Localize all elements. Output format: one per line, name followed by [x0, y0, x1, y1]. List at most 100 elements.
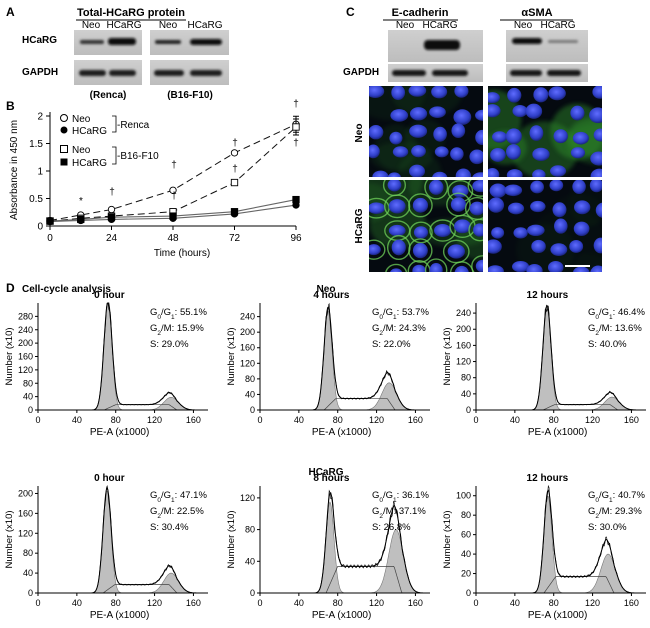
- histogram-time: 0 hour: [94, 290, 125, 301]
- legend-neo-renca: Neo: [72, 114, 91, 125]
- group-label-hcarg: HCaRG: [308, 467, 343, 478]
- nucleus: [533, 87, 549, 103]
- nucleus: [593, 237, 602, 254]
- nucleus: [506, 144, 521, 160]
- data-point: [169, 212, 177, 220]
- membrane-stain: [449, 261, 474, 272]
- lane-neo-renca: Neo: [82, 20, 101, 31]
- nucleus: [433, 223, 452, 238]
- hist-y-tick-label: 160: [18, 508, 33, 518]
- membrane-stain: [424, 180, 449, 200]
- hist-x-tick-label: 40: [72, 598, 82, 608]
- hist-x-label: PE-A (x1000): [312, 427, 371, 438]
- cell-line-renca: (Renca): [90, 90, 127, 101]
- nucleus: [572, 180, 586, 194]
- hist-x-label: PE-A (x1000): [90, 427, 149, 438]
- hist-y-label: Number (x10): [226, 327, 237, 385]
- hist-y-tick-label: 80: [245, 374, 255, 384]
- hist-x-tick-label: 160: [408, 415, 423, 425]
- nucleus: [387, 172, 402, 177]
- hist-y-tick-label: 280: [18, 311, 33, 321]
- nucleus: [530, 180, 544, 194]
- micrograph-field: [369, 86, 483, 177]
- sig-dagger-24h: †: [109, 187, 115, 198]
- nucleus: [570, 147, 586, 159]
- x-tick-label: 0: [47, 233, 53, 244]
- g2m-peak-area: [514, 396, 643, 411]
- stat-s: S: 29.0%: [150, 339, 189, 350]
- nucleus: [592, 86, 602, 99]
- data-point: [230, 178, 239, 187]
- hist-x-tick-label: 80: [333, 415, 343, 425]
- hist-x-tick-label: 80: [111, 415, 121, 425]
- y-tick-label: 0: [37, 222, 43, 233]
- legend-marker-hcarg-renca: [60, 126, 68, 134]
- hist-x-tick-label: 120: [585, 415, 600, 425]
- series-lines: [49, 123, 297, 223]
- nucleus: [527, 224, 545, 237]
- row-label-gapdh: GAPDH: [22, 67, 58, 78]
- series-line-3: [49, 199, 297, 222]
- hist-x-tick-label: 160: [408, 598, 423, 608]
- nucleus: [475, 259, 483, 272]
- nucleus: [454, 86, 469, 98]
- nucleus: [454, 219, 472, 234]
- nucleus: [409, 107, 428, 121]
- hist-x-tick-label: 160: [624, 415, 639, 425]
- lane-c-neo-2: Neo: [514, 20, 533, 31]
- histogram-5: 12 hours 0 40 80 120 160 0 20 40 60 80 100 PE-A (x10…: [442, 473, 646, 621]
- panel-c: C E-cadherin αSMA Neo HCaRG Neo HCaRG GA…: [343, 5, 602, 272]
- panel-d-title: Cell-cycle analysis: [22, 284, 111, 295]
- membrane-stain: [424, 258, 448, 272]
- nucleus: [434, 146, 449, 158]
- nucleus: [390, 109, 409, 122]
- data-point: [169, 186, 177, 194]
- hist-y-label: Number (x10): [4, 510, 15, 568]
- data-point: [77, 215, 85, 224]
- group-label-neo: Neo: [317, 284, 336, 295]
- nucleus: [391, 86, 406, 101]
- nucleus: [573, 221, 590, 236]
- nucleus: [550, 165, 567, 177]
- nucleus: [549, 180, 564, 192]
- membrane-stain: [408, 193, 433, 218]
- nucleus: [454, 265, 469, 272]
- panel-letter-a: A: [6, 5, 15, 19]
- histogram-time: 12 hours: [527, 473, 569, 484]
- y-tick-label: 0.5: [29, 194, 43, 205]
- membrane-stain: [384, 194, 411, 219]
- hist-y-tick-label: 80: [23, 378, 33, 388]
- nucleus: [574, 200, 591, 215]
- total-fit-curve: [76, 302, 205, 411]
- nucleus: [372, 170, 389, 177]
- hist-y-tick-label: 120: [18, 365, 33, 375]
- nucleus: [504, 184, 523, 197]
- raw-histogram-curve: [298, 302, 427, 411]
- nucleus: [553, 129, 568, 144]
- lane-neo-b16: Neo: [159, 20, 178, 31]
- raw-histogram-curve: [514, 305, 643, 411]
- histogram-time: 8 hours: [313, 473, 350, 484]
- nucleus: [412, 242, 428, 259]
- nucleus: [488, 265, 504, 272]
- histogram-time: 0 hour: [94, 473, 125, 484]
- lane-c-hcarg-2: HCaRG: [540, 20, 575, 31]
- panel-letter-d: D: [6, 281, 15, 295]
- hist-y-tick-label: 120: [456, 357, 471, 367]
- lane-hcarg-b16: HCaRG: [187, 20, 222, 31]
- nucleus: [455, 168, 472, 177]
- hist-y-tick-label: 240: [456, 308, 471, 318]
- legend-group-b16: -B16-F10: [117, 151, 159, 162]
- panel-a-title: Total-HCaRG protein: [77, 7, 185, 19]
- hist-y-tick-label: 60: [461, 530, 471, 540]
- hist-x-tick-label: 40: [510, 415, 520, 425]
- hist-x-tick-label: 120: [369, 415, 384, 425]
- series-line-2: [49, 126, 297, 222]
- nucleus: [411, 145, 426, 158]
- nucleus: [532, 169, 546, 177]
- series-markers: [46, 115, 300, 226]
- nucleus: [469, 149, 483, 165]
- nucleus: [573, 266, 590, 272]
- hist-y-tick-label: 40: [23, 392, 33, 402]
- nucleus: [590, 168, 602, 177]
